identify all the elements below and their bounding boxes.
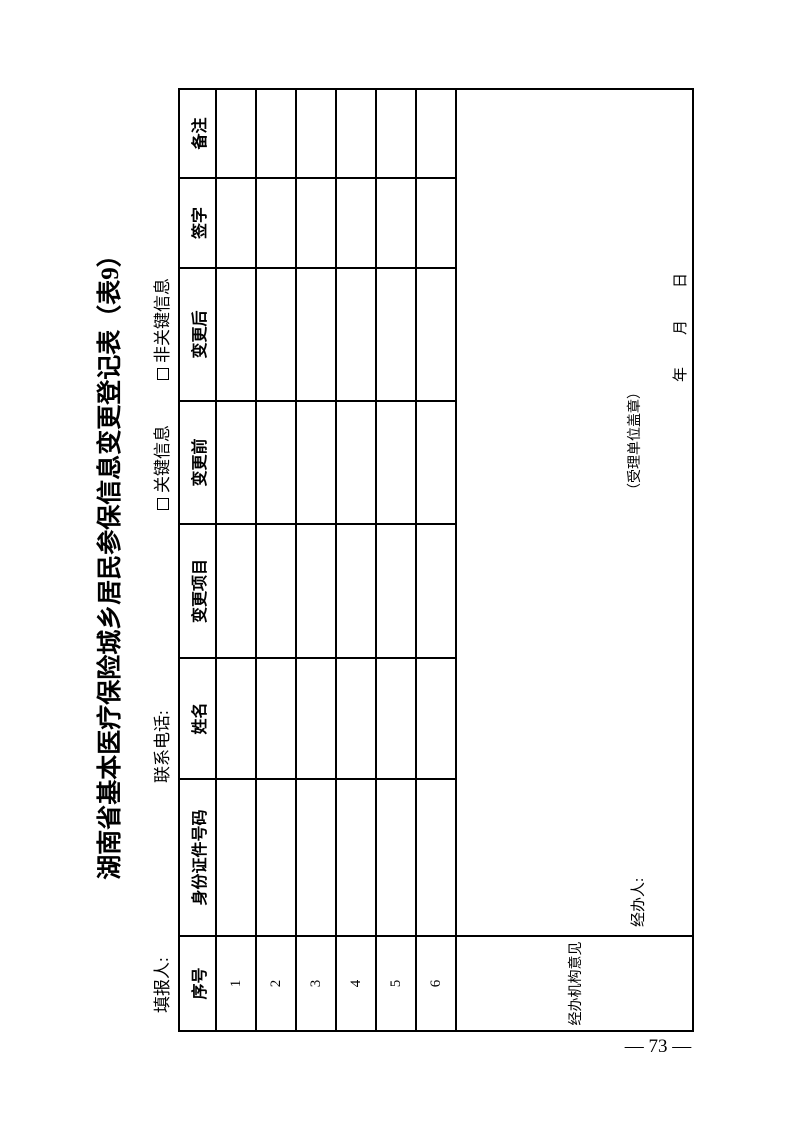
checkbox-icon bbox=[157, 368, 169, 380]
key-info-checkbox-option: 关键信息 bbox=[148, 425, 173, 510]
col-header-after-change: 变更后 bbox=[179, 268, 216, 401]
table-row-3: 3 bbox=[296, 89, 336, 1031]
col-header-remarks: 备注 bbox=[179, 89, 216, 178]
empty-cell bbox=[296, 178, 336, 268]
empty-cell bbox=[376, 89, 416, 178]
table-row-1: 1 bbox=[216, 89, 256, 1031]
empty-cell bbox=[216, 401, 256, 524]
header-row: 序号 身份证件号码 姓名 变更项目 变更前 变更后 签字 备注 bbox=[179, 89, 216, 1031]
empty-cell bbox=[336, 524, 376, 658]
empty-cell bbox=[336, 89, 376, 178]
col-header-seq: 序号 bbox=[179, 936, 216, 1031]
empty-cell bbox=[216, 178, 256, 268]
empty-cell bbox=[376, 268, 416, 401]
empty-cell bbox=[256, 89, 296, 178]
empty-cell bbox=[376, 658, 416, 779]
form-meta-row: 填报人: 联系电话: 关键信息 非关键信息 bbox=[148, 0, 173, 1122]
empty-cell bbox=[256, 178, 296, 268]
row-number: 1 bbox=[216, 936, 256, 1031]
agency-opinion-label: 经办机构意见 bbox=[456, 936, 693, 1031]
empty-cell bbox=[296, 524, 336, 658]
col-header-signature: 签字 bbox=[179, 178, 216, 268]
row-number: 6 bbox=[416, 936, 456, 1031]
empty-cell bbox=[216, 779, 256, 936]
empty-cell bbox=[296, 89, 336, 178]
empty-cell bbox=[216, 89, 256, 178]
empty-cell bbox=[296, 658, 336, 779]
empty-cell bbox=[416, 779, 456, 936]
empty-cell bbox=[296, 779, 336, 936]
empty-cell bbox=[376, 401, 416, 524]
empty-cell bbox=[216, 268, 256, 401]
empty-cell bbox=[416, 401, 456, 524]
empty-cell bbox=[256, 779, 296, 936]
date-day-label: 日 bbox=[673, 272, 689, 288]
empty-cell bbox=[296, 268, 336, 401]
filler-label: 填报人: bbox=[153, 957, 172, 1013]
empty-cell bbox=[256, 268, 296, 401]
empty-cell bbox=[336, 268, 376, 401]
empty-cell bbox=[336, 658, 376, 779]
empty-cell bbox=[416, 658, 456, 779]
handler-label: 经办人: bbox=[631, 877, 647, 927]
empty-cell bbox=[216, 658, 256, 779]
change-registration-table: 序号 身份证件号码 姓名 变更项目 变更前 变更后 签字 备注 1 2 bbox=[178, 88, 694, 1032]
empty-cell bbox=[416, 524, 456, 658]
page-number: — 73 — bbox=[624, 1036, 692, 1057]
table-row-4: 4 bbox=[336, 89, 376, 1031]
empty-cell bbox=[416, 89, 456, 178]
empty-cell bbox=[376, 779, 416, 936]
agency-opinion-row: 经办机构意见 经办人: （受理单位盖章） 年 月 日 bbox=[456, 89, 693, 1031]
empty-cell bbox=[296, 401, 336, 524]
empty-cell bbox=[256, 658, 296, 779]
empty-cell bbox=[336, 779, 376, 936]
empty-cell bbox=[416, 268, 456, 401]
stamp-note: （受理单位盖章） bbox=[628, 385, 643, 497]
empty-cell bbox=[376, 524, 416, 658]
empty-cell bbox=[336, 401, 376, 524]
col-header-name: 姓名 bbox=[179, 658, 216, 779]
non-key-info-checkbox-option: 非关键信息 bbox=[148, 278, 173, 380]
col-header-change-item: 变更项目 bbox=[179, 524, 216, 658]
non-key-info-checkbox-label: 非关键信息 bbox=[153, 278, 172, 363]
empty-cell bbox=[336, 178, 376, 268]
empty-cell bbox=[256, 524, 296, 658]
empty-cell bbox=[416, 178, 456, 268]
row-number: 2 bbox=[256, 936, 296, 1031]
col-header-before-change: 变更前 bbox=[179, 401, 216, 524]
checkbox-icon bbox=[157, 498, 169, 510]
phone-label: 联系电话: bbox=[153, 710, 172, 783]
date-year-label: 年 bbox=[673, 366, 689, 382]
row-number: 5 bbox=[376, 936, 416, 1031]
form-title: 湖南省基本医疗保险城乡居民参保信息变更登记表（表9） bbox=[97, 242, 124, 880]
row-number: 4 bbox=[336, 936, 376, 1031]
empty-cell bbox=[376, 178, 416, 268]
key-info-checkbox-label: 关键信息 bbox=[153, 425, 172, 493]
table-row-6: 6 bbox=[416, 89, 456, 1031]
row-number: 3 bbox=[296, 936, 336, 1031]
empty-cell bbox=[216, 524, 256, 658]
table-row-2: 2 bbox=[256, 89, 296, 1031]
table-row-5: 5 bbox=[376, 89, 416, 1031]
agency-opinion-cell: 经办人: （受理单位盖章） 年 月 日 bbox=[456, 89, 693, 936]
col-header-id-number: 身份证件号码 bbox=[179, 779, 216, 936]
empty-cell bbox=[256, 401, 296, 524]
date-month-label: 月 bbox=[673, 319, 689, 335]
